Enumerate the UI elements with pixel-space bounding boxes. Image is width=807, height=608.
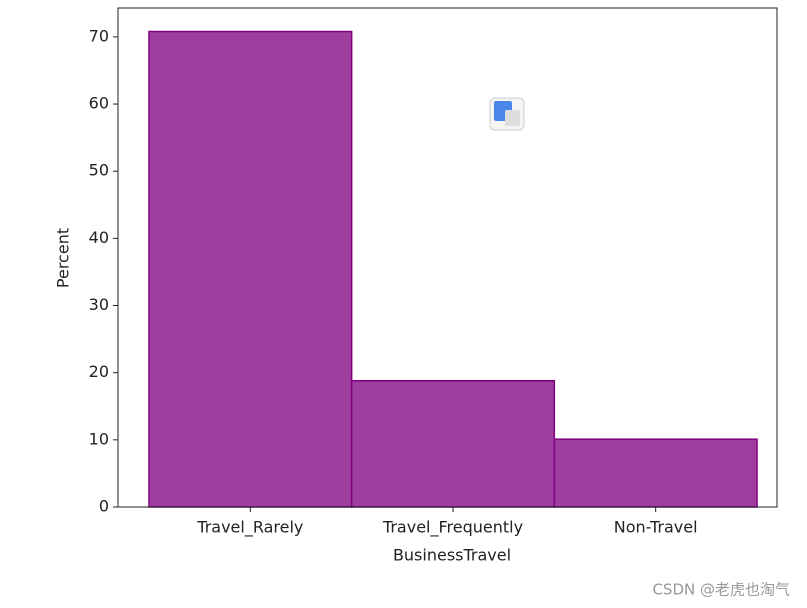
x-tick-label: Non-Travel — [614, 518, 698, 537]
y-axis-label: Percent — [54, 228, 73, 288]
y-tick-label: 20 — [89, 362, 109, 381]
y-tick-label: 50 — [89, 161, 109, 180]
bar — [553, 438, 758, 508]
plot-frame — [117, 7, 778, 508]
bar — [350, 379, 556, 508]
bar — [148, 30, 353, 508]
y-tick-label: 40 — [89, 228, 109, 247]
x-axis-label: BusinessTravel — [393, 546, 511, 565]
y-tick-label: 10 — [89, 429, 109, 448]
y-tick-label: 30 — [89, 295, 109, 314]
x-tick-label: Travel_Rarely — [196, 518, 303, 538]
watermark: CSDN @老虎也淘气 — [652, 581, 790, 599]
y-tick-label: 70 — [89, 26, 109, 45]
y-tick-label: 60 — [89, 94, 109, 113]
y-tick-label: 0 — [99, 497, 109, 516]
translate-icon — [489, 97, 525, 131]
x-tick-label: Travel_Frequently — [382, 518, 523, 538]
